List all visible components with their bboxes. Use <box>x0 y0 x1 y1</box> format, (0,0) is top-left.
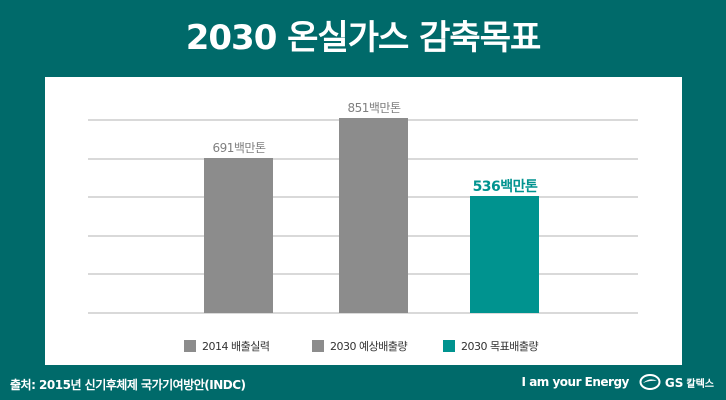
chart-legend: 2014 배출실력 2030 예상배출량 2030 목표배출량 <box>45 338 682 354</box>
bar-label-2030-target: 536백만톤 <box>472 179 538 195</box>
bar-2030-target <box>470 196 539 313</box>
brand-logo-text: GS 칼텍스 <box>664 375 714 390</box>
legend-swatch <box>443 340 455 352</box>
bar-2014-actual <box>204 158 273 313</box>
source-note: 출처: 2015년 신기후체제 국가기여방안(INDC) <box>10 378 246 392</box>
legend-item-2030-expected: 2030 예상배출량 <box>312 338 408 354</box>
gs-logo-icon <box>639 374 661 390</box>
legend-label: 2014 배출실력 <box>202 340 270 353</box>
bar-label-2030-expected: 851백만톤 <box>347 101 401 115</box>
legend-label: 2030 예상배출량 <box>330 340 408 353</box>
brand-footer: I am your Energy GS 칼텍스 <box>522 374 714 390</box>
bar-2030-expected <box>339 118 408 313</box>
chart-panel: 691백만톤 851백만톤 536백만톤 2014 배출실력 2030 예상배출… <box>45 77 682 365</box>
legend-swatch <box>312 340 324 352</box>
brand-slogan: I am your Energy <box>521 375 630 389</box>
legend-item-2014: 2014 배출실력 <box>184 338 270 354</box>
gridline-baseline <box>88 312 638 314</box>
legend-item-2030-target: 2030 목표배출량 <box>443 338 539 354</box>
legend-swatch <box>184 340 196 352</box>
legend-label: 2030 목표배출량 <box>461 340 539 353</box>
bar-label-2014: 691백만톤 <box>212 141 266 155</box>
chart-title: 2030 온실가스 감축목표 <box>185 18 542 58</box>
